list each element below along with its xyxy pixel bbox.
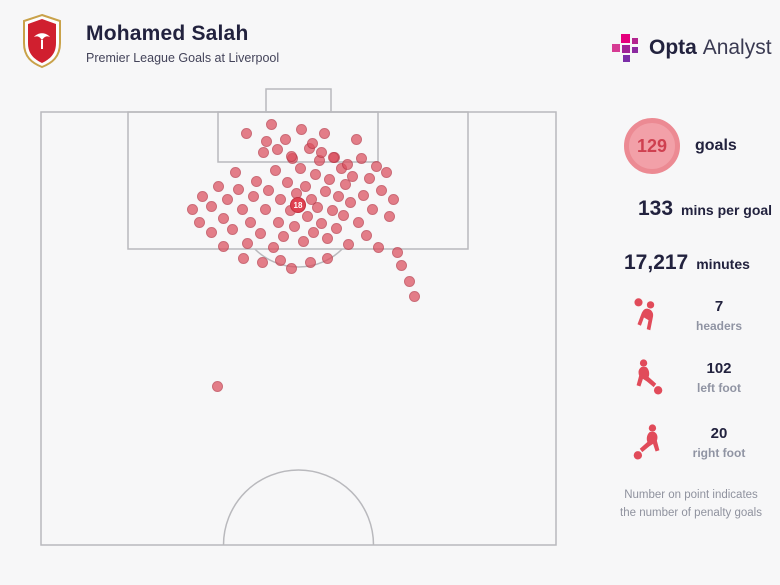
right-foot-stat-row: 20 right foot	[630, 423, 750, 461]
opta-mark-square	[632, 38, 638, 44]
centre-circle-arc	[222, 469, 375, 546]
page-title: Mohamed Salah	[86, 22, 249, 45]
goals-stat-row: 129 goals	[624, 118, 737, 174]
left-foot-label: left foot	[697, 380, 741, 395]
goals-label: goals	[695, 137, 737, 154]
opta-analyst-logo: Opta Analyst	[612, 34, 772, 62]
left-foot-goal-icon	[636, 359, 663, 395]
left-foot-stat-row: 102 left foot	[630, 358, 750, 396]
opta-mark-square	[623, 55, 630, 62]
header-goal-icon	[634, 298, 655, 331]
penalty-arc	[254, 248, 343, 268]
opta-mark-square	[612, 44, 620, 52]
minutes-label: minutes	[696, 256, 750, 272]
mins-per-goal-value: 133	[638, 197, 674, 220]
left-foot-stat: 102 left foot	[688, 360, 750, 395]
opta-mark-square	[621, 34, 630, 43]
headers-stat: 7 headers	[688, 298, 750, 333]
mins-per-goal-stat: 133 mins per goal	[638, 197, 772, 221]
opta-word-secondary: Analyst	[702, 36, 772, 59]
pitch-boundary	[40, 111, 557, 546]
liverpool-crest-logo	[23, 13, 61, 69]
opta-logo-mark-icon	[612, 34, 640, 62]
pitch-diagram	[40, 88, 557, 546]
penalty-footnote-line2: the number of penalty goals	[620, 507, 762, 520]
headers-value: 7	[714, 297, 724, 315]
headers-stat-row: 7 headers	[630, 296, 750, 334]
left-foot-value: 102	[706, 359, 732, 377]
page-subtitle: Premier League Goals at Liverpool	[86, 51, 280, 65]
penalty-footnote-line1: Number on point indicates	[624, 489, 758, 501]
opta-mark-square	[632, 47, 638, 53]
right-foot-stat: 20 right foot	[688, 425, 750, 460]
right-foot-value: 20	[710, 424, 728, 442]
goals-count-badge: 129	[624, 118, 680, 174]
goal-frame	[265, 88, 332, 113]
right-foot-goal-icon	[633, 424, 660, 460]
headers-label: headers	[695, 318, 743, 333]
minutes-stat: 17,217 minutes	[624, 251, 750, 275]
right-foot-label: right foot	[692, 445, 746, 460]
penalty-box	[127, 111, 469, 250]
penalty-footnote: Number on point indicates the number of …	[608, 486, 774, 523]
opta-mark-square	[622, 45, 630, 53]
header-title-block: Mohamed Salah Premier League Goals at Li…	[86, 22, 279, 65]
minutes-value: 17,217	[624, 251, 689, 274]
opta-word-primary: Opta	[649, 36, 697, 59]
opta-wordmark: Opta Analyst	[649, 36, 772, 60]
mins-per-goal-label: mins per goal	[681, 202, 773, 218]
six-yard-box	[217, 111, 379, 163]
